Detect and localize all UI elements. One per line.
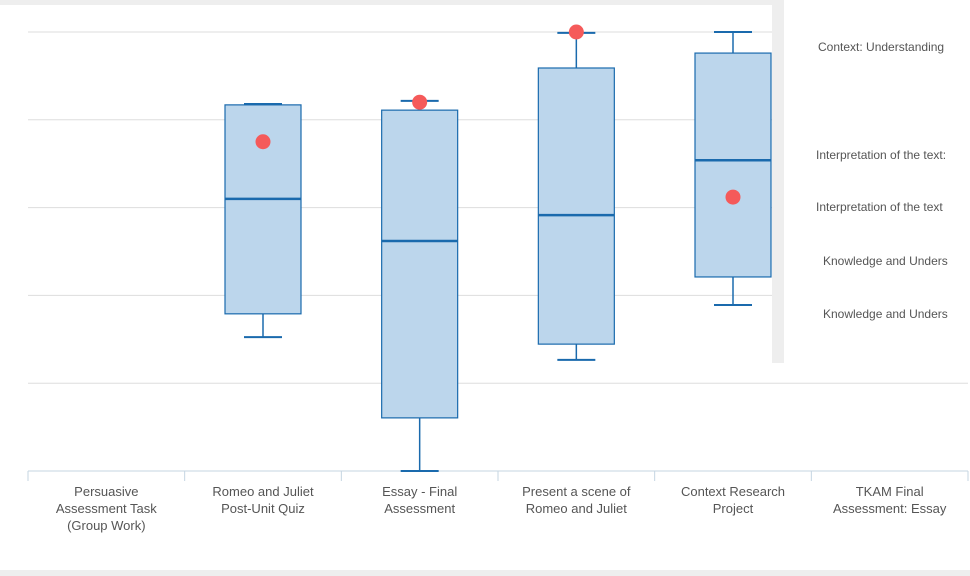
x-tick-label: TKAM Final Assessment: Essay — [832, 484, 947, 516]
x-tick-label: Romeo and Juliet Post-Unit Quiz — [212, 484, 314, 516]
x-tick-label: Persuasive Assessment Task (Group Work) — [55, 484, 157, 533]
point — [412, 94, 428, 110]
point — [568, 24, 584, 40]
x-tick-label: Present a scene of Romeo and Juliet — [522, 484, 631, 516]
x-tick-label: Context Research Project — [680, 484, 786, 516]
box — [694, 52, 772, 278]
panel-item: Interpretation of the text — [816, 200, 943, 214]
panel-item: Context: Understanding — [818, 40, 945, 54]
panel-item: Knowledge and Unders — [823, 254, 948, 268]
side-panel: Context: Understanding Interpretation of … — [772, 0, 970, 363]
x-tick-label: Essay - Final Assessment — [382, 484, 458, 516]
point — [725, 189, 741, 205]
box — [537, 67, 615, 345]
point — [255, 134, 271, 150]
panel-item: Interpretation of the text: — [816, 148, 947, 162]
panel-item: Knowledge and Unders — [823, 307, 948, 321]
box — [381, 109, 459, 419]
